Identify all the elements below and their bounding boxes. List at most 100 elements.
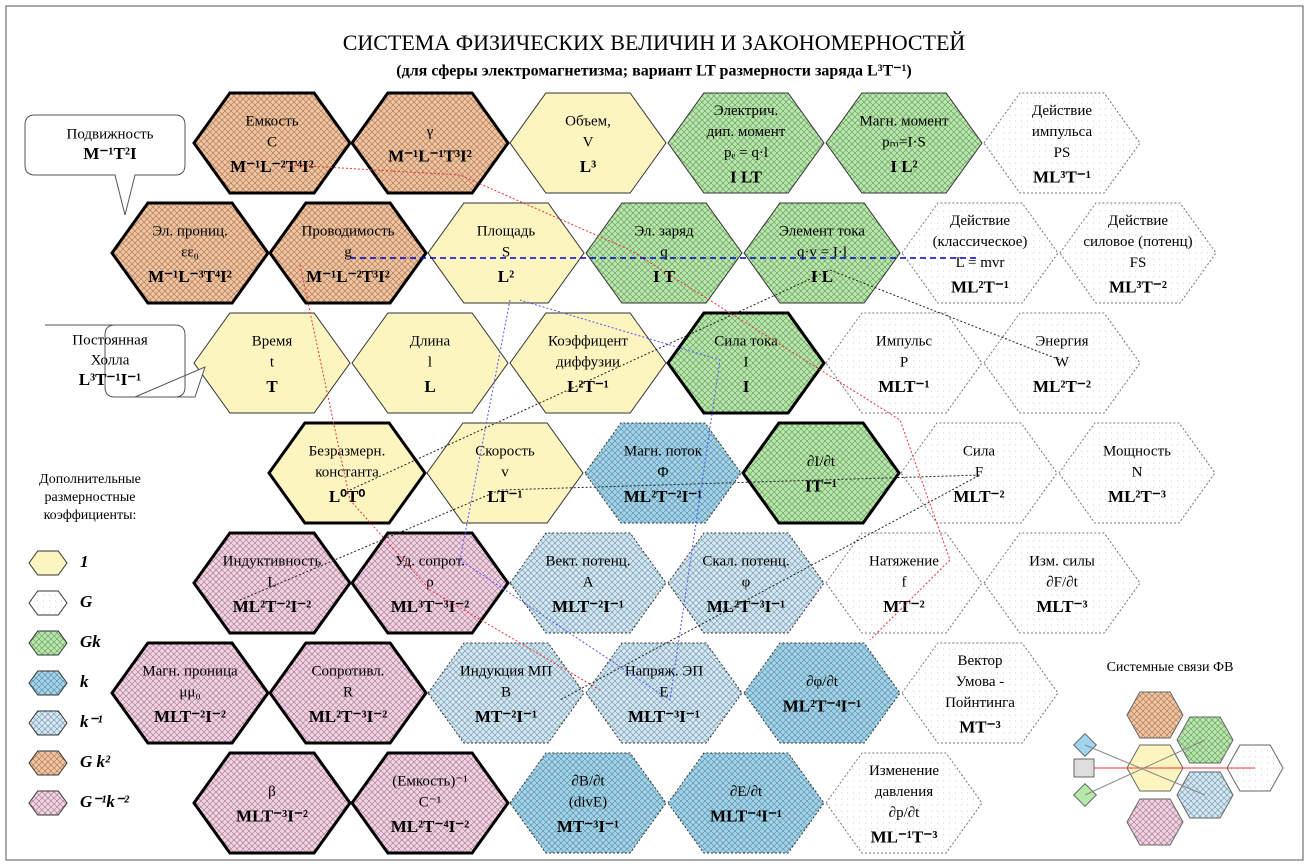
dimension: L²T⁻¹ xyxy=(567,377,609,396)
black-line xyxy=(349,269,1061,491)
hex-label: Магн. поток xyxy=(624,443,703,459)
dimension: I L xyxy=(811,267,833,286)
callout-text: M⁻¹T²I xyxy=(83,144,137,163)
hex xyxy=(509,752,667,854)
callout-box xyxy=(45,324,206,398)
callout-text: L³T⁻¹I⁻¹ xyxy=(79,370,142,389)
hex xyxy=(584,422,742,524)
dimension: MLT⁻⁴I⁻¹ xyxy=(710,806,782,825)
hex-label: Эл. прониц. xyxy=(152,223,228,239)
hex-label: Напряж. ЭП xyxy=(625,663,703,679)
hex xyxy=(110,201,270,305)
hex-label: Изменение xyxy=(869,763,939,779)
hex xyxy=(350,751,510,855)
callout-text: Постоянная xyxy=(72,332,148,348)
hex xyxy=(351,312,509,414)
hex xyxy=(427,202,585,304)
hex-label: дип. момент xyxy=(707,124,786,140)
dimension: LT⁻¹ xyxy=(487,487,522,506)
dimension: ML²T⁻¹ xyxy=(951,277,1009,296)
dimension: I LT xyxy=(730,167,763,186)
dimension: M⁻¹L⁻²T³I² xyxy=(306,267,390,286)
hex-label: Импульс xyxy=(876,333,933,349)
hex-label: ∂p/∂t xyxy=(889,805,920,821)
dimension: L² xyxy=(498,267,514,286)
hex-label: Действие xyxy=(1108,213,1168,229)
dimension: ML²T⁻³I⁻¹ xyxy=(707,597,786,616)
hex-label: C xyxy=(267,134,277,150)
hex-label: Натяжение xyxy=(869,553,939,569)
legend-label: G k² xyxy=(80,752,111,771)
dimension: ML²T⁻³I⁻² xyxy=(309,707,388,726)
dimension: MT⁻³ xyxy=(959,717,1000,736)
callouts: Подвижность M⁻¹T²I Постоянная Холла L³T⁻¹I⁻¹ xyxy=(24,114,206,398)
black-line xyxy=(239,474,981,701)
hex xyxy=(901,202,1059,304)
dimension: MLT⁻²I⁻² xyxy=(154,707,226,726)
hex-label: Сила тока xyxy=(714,333,778,349)
hex-label: Вект. потенц. xyxy=(545,553,630,569)
red-line xyxy=(289,164,951,641)
hex-label: Сила xyxy=(963,443,996,459)
hex xyxy=(1059,202,1217,304)
hex xyxy=(901,642,1059,744)
mini-hex xyxy=(1126,798,1184,846)
legend-swatch xyxy=(28,670,68,696)
hex-label: Эл. заряд xyxy=(634,223,694,239)
dimension: MLT⁻³ xyxy=(1036,597,1087,616)
hex-label: Безразмерн. xyxy=(309,443,386,459)
hex-label: Φ xyxy=(658,464,669,480)
dimension: ML²T⁻⁴I⁻² xyxy=(391,817,470,836)
legend-swatch xyxy=(28,550,68,576)
hex-label: t xyxy=(270,354,275,370)
hex-label: Коэффицент xyxy=(548,333,628,349)
hex xyxy=(743,202,901,304)
hex-label: l xyxy=(428,354,432,370)
hex xyxy=(192,531,352,635)
hex xyxy=(666,311,826,415)
hex-label: E xyxy=(659,684,668,700)
hex-label: C⁻¹ xyxy=(419,794,441,810)
red-line xyxy=(299,264,601,691)
legend-swatch xyxy=(28,790,68,816)
legend-label: k⁻¹ xyxy=(80,712,103,731)
hex-label: Пойнтинга xyxy=(945,695,1015,711)
hex xyxy=(983,312,1141,414)
dimension: IT⁻¹ xyxy=(805,476,837,495)
dimension: M⁻¹L⁻¹T³I² xyxy=(388,146,472,165)
hex xyxy=(743,642,901,744)
title: СИСТЕМА ФИЗИЧЕСКИХ ВЕЛИЧИН И ЗАКОНОМЕРНО… xyxy=(343,30,966,55)
hex xyxy=(1058,422,1216,524)
legend: Дополнительные размерностные коэффициенты:… xyxy=(28,472,141,816)
hex xyxy=(192,751,352,855)
hex-label: импульса xyxy=(1032,124,1093,140)
callout-box xyxy=(24,114,186,216)
hex-label: S xyxy=(502,244,510,260)
hex-label: диффузии xyxy=(556,354,620,370)
hex-label: Сопротивл. xyxy=(311,663,384,679)
legend-title: коэффициенты: xyxy=(44,508,137,523)
hex-label: Магн. момент xyxy=(859,113,949,129)
hex-label: εε₀ xyxy=(181,244,199,260)
hex-label: Емкость xyxy=(245,113,298,129)
relation-lines xyxy=(239,164,1061,701)
mini-link xyxy=(1084,739,1206,796)
hex-label: Уд. сопрот. xyxy=(395,553,465,569)
hex xyxy=(350,531,510,635)
hex xyxy=(741,421,901,525)
dimension: I xyxy=(743,377,750,396)
hex xyxy=(268,641,428,745)
dimension: I L² xyxy=(890,157,917,176)
hex xyxy=(983,92,1141,194)
hex xyxy=(825,312,983,414)
dimension: L xyxy=(424,377,435,396)
hex-label: (Емкость)⁻¹ xyxy=(392,773,468,789)
hex xyxy=(426,422,584,524)
dimension: ML²T⁻³ xyxy=(1108,487,1166,506)
hex-label: A xyxy=(583,574,594,590)
legend-swatch xyxy=(28,750,68,776)
hex xyxy=(267,421,427,525)
subtitle: (для сферы электромагнетизма; вариант LT… xyxy=(396,63,911,80)
legend-swatch xyxy=(28,710,68,736)
